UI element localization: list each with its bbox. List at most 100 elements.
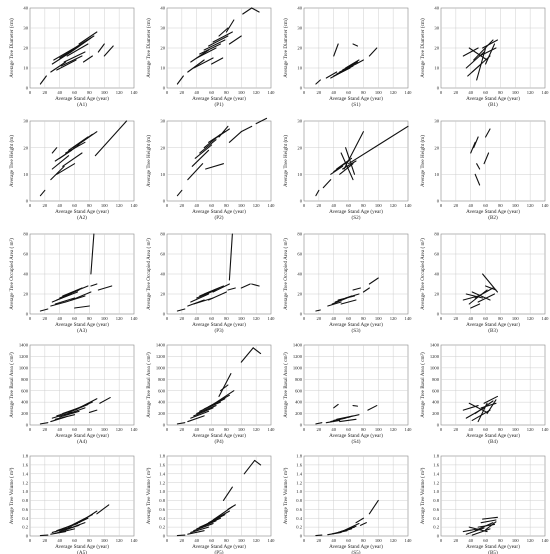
y-tick-label: 30	[434, 26, 439, 31]
series-line	[51, 526, 73, 533]
x-tick-label: 100	[238, 427, 246, 432]
x-tick-label: 0	[166, 90, 169, 95]
series-line	[199, 401, 222, 412]
series-line	[211, 57, 224, 65]
series-line	[240, 283, 251, 289]
series-line	[59, 410, 80, 418]
panel-label: (B3)	[488, 327, 498, 334]
x-tick-label: 80	[498, 90, 503, 95]
y-tick-label: 600	[432, 388, 440, 393]
series-line	[54, 297, 76, 305]
series-line	[54, 528, 76, 534]
y-tick-label: 1.0	[159, 489, 165, 494]
y-tick-label: 10	[434, 172, 439, 177]
x-tick-label: 80	[224, 316, 229, 321]
x-tick-label: 80	[498, 538, 503, 543]
series-line	[255, 117, 268, 125]
series-line	[74, 305, 90, 309]
y-tick-label: 0	[437, 199, 440, 204]
x-axis-label: Average Stand Age (year)	[192, 543, 246, 550]
y-tick-label: 0	[26, 199, 29, 204]
series-line	[473, 39, 494, 61]
y-tick-label: 0.8	[433, 498, 439, 503]
series-line	[474, 173, 481, 186]
series-line	[322, 179, 332, 189]
x-tick-label: 0	[440, 538, 443, 543]
y-tick-label: 0	[300, 86, 303, 91]
y-tick-label: 20	[297, 292, 302, 297]
x-tick-label: 120	[116, 427, 124, 432]
x-tick-label: 140	[542, 427, 550, 432]
y-tick-label: 1000	[293, 365, 303, 370]
series-line	[199, 43, 222, 55]
series-line	[485, 285, 497, 291]
x-axis-label: Average Stand Age (year)	[466, 321, 520, 328]
series-line	[97, 43, 105, 53]
y-tick-label: 30	[434, 119, 439, 124]
series-line	[486, 399, 497, 415]
x-tick-label: 140	[131, 203, 139, 208]
y-tick-label: 20	[160, 145, 165, 150]
series-line	[468, 289, 488, 305]
series-line	[343, 131, 364, 170]
series-line	[187, 415, 205, 423]
series-line	[203, 514, 226, 526]
y-tick-label: 0.6	[22, 507, 28, 512]
plot-frame	[440, 120, 546, 202]
panel-P5: 0 20 40 60 80 100 120 140 0 0.2 0.4 0.6 0.8 1.0 1.2 1.4…	[145, 454, 275, 554]
y-tick-label: 0	[163, 312, 166, 317]
y-tick-label: 40	[160, 272, 165, 277]
x-tick-label: 40	[468, 90, 473, 95]
series-line	[352, 405, 359, 407]
series-line	[483, 152, 490, 165]
x-tick-label: 40	[468, 316, 473, 321]
x-tick-label: 0	[440, 203, 443, 208]
y-tick-label: 1.4	[296, 471, 302, 476]
x-tick-label: 80	[224, 538, 229, 543]
y-tick-label: 80	[434, 232, 439, 237]
y-tick-label: 80	[160, 232, 165, 237]
y-tick-label: 1.8	[296, 454, 302, 459]
series-line	[468, 402, 488, 413]
x-tick-label: 60	[483, 427, 488, 432]
y-tick-label: 0.4	[22, 516, 28, 521]
y-tick-label: 1.2	[296, 480, 302, 485]
series-line	[483, 395, 499, 404]
x-tick-label: 20	[43, 427, 48, 432]
series-line	[212, 283, 230, 293]
series-line	[315, 309, 321, 312]
y-tick-label: 1.2	[433, 480, 439, 485]
x-tick-label: 40	[331, 538, 336, 543]
y-tick-label: 200	[21, 411, 29, 416]
y-axis-label: Average Tree Occupied Area ( m²)	[419, 238, 426, 310]
panel-label: (B1)	[488, 101, 498, 108]
y-tick-label: 0	[300, 199, 303, 204]
y-tick-label: 1.8	[433, 454, 439, 459]
plot-frame	[166, 120, 272, 202]
series-line	[468, 47, 488, 61]
series-line	[90, 283, 98, 287]
series-line	[39, 308, 49, 312]
series-line	[187, 163, 204, 181]
plot-frame	[166, 455, 272, 537]
y-tick-label: 80	[297, 232, 302, 237]
y-axis-label: Average Tree Volume ( m³)	[8, 467, 15, 524]
y-tick-label: 0	[163, 534, 166, 539]
x-tick-label: 140	[268, 427, 276, 432]
y-tick-label: 0	[26, 423, 29, 428]
y-tick-label: 400	[295, 400, 303, 405]
x-tick-label: 60	[483, 316, 488, 321]
y-tick-label: 10	[160, 66, 165, 71]
series-line	[485, 521, 497, 531]
y-tick-label: 1000	[19, 365, 29, 370]
series-line	[50, 165, 65, 181]
x-tick-label: 100	[512, 427, 520, 432]
series-line	[339, 63, 357, 73]
series-line	[477, 293, 496, 303]
y-axis-label: Average Tree Height (m)	[419, 135, 426, 187]
y-tick-label: 0	[300, 534, 303, 539]
panel-S4: 0 20 40 60 80 100 120 1400200400600800100012001…	[282, 343, 412, 445]
series-line	[471, 291, 491, 301]
